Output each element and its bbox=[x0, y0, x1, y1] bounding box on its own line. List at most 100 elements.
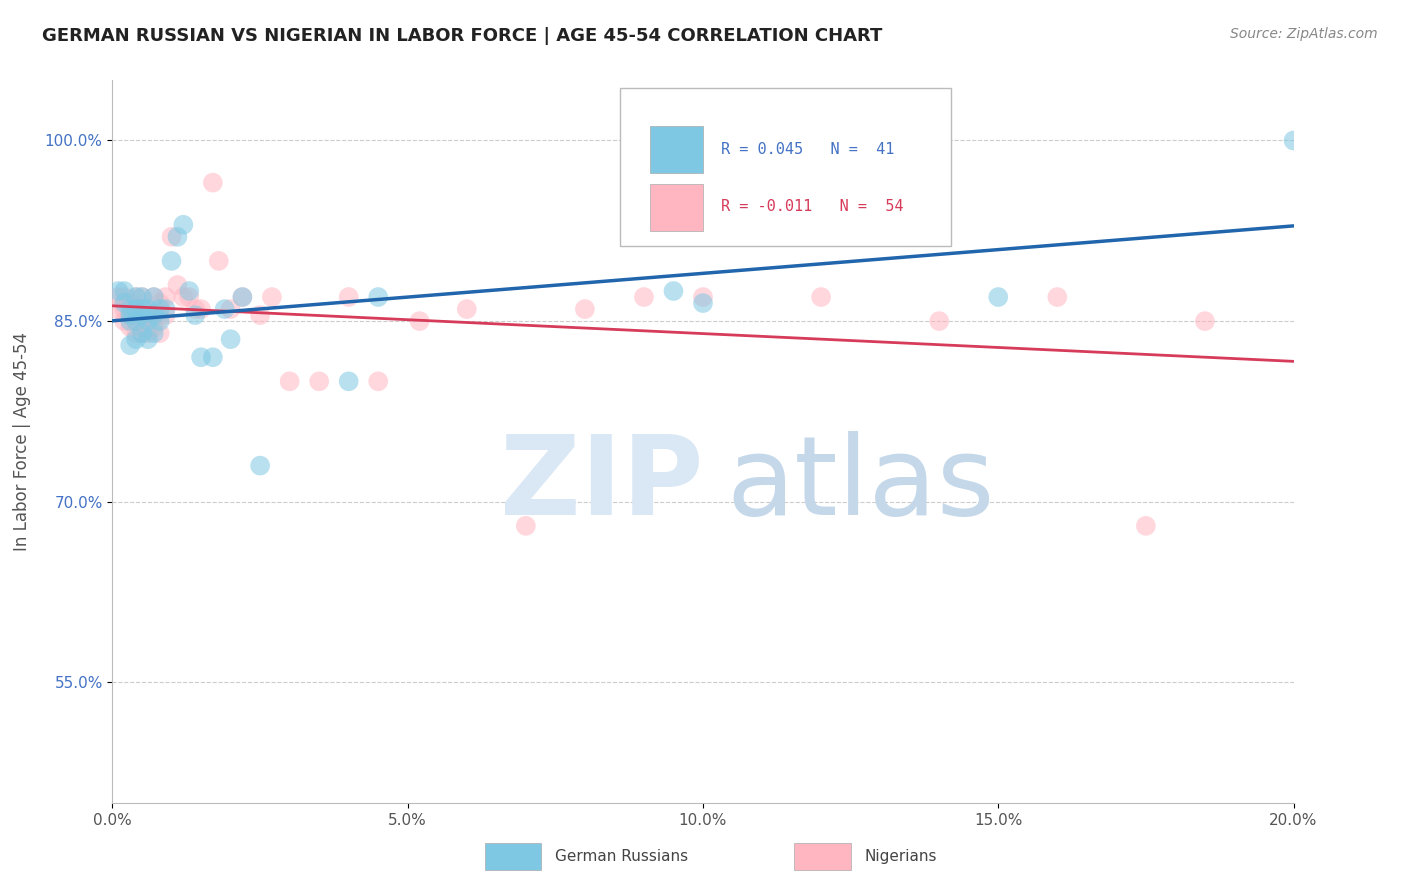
Text: Nigerians: Nigerians bbox=[865, 849, 938, 863]
Point bbox=[120, 308, 142, 322]
Point bbox=[184, 301, 207, 317]
Point bbox=[155, 301, 177, 317]
Point bbox=[131, 314, 153, 328]
Point bbox=[260, 290, 283, 304]
Point bbox=[120, 301, 142, 317]
Point bbox=[751, 206, 773, 220]
Point bbox=[155, 290, 177, 304]
Point bbox=[367, 290, 389, 304]
Point bbox=[179, 290, 201, 304]
Point bbox=[142, 320, 165, 334]
Point bbox=[166, 230, 188, 244]
Point bbox=[574, 301, 596, 317]
Point bbox=[1282, 133, 1305, 147]
Point bbox=[125, 314, 148, 328]
Point bbox=[278, 375, 301, 389]
Point bbox=[172, 218, 194, 232]
Point bbox=[131, 290, 153, 304]
Point bbox=[149, 308, 172, 322]
Point bbox=[112, 301, 135, 317]
Point bbox=[810, 290, 832, 304]
Point bbox=[131, 301, 153, 317]
Point bbox=[928, 314, 950, 328]
Point bbox=[120, 338, 142, 352]
Point bbox=[219, 332, 242, 346]
Point bbox=[120, 308, 142, 322]
Point bbox=[179, 284, 201, 298]
Point bbox=[231, 290, 253, 304]
Point bbox=[219, 301, 242, 317]
Point bbox=[112, 296, 135, 310]
Point bbox=[120, 314, 142, 328]
Point bbox=[136, 326, 159, 341]
Point bbox=[408, 314, 430, 328]
Point bbox=[190, 301, 212, 317]
Point bbox=[125, 314, 148, 328]
Point bbox=[1135, 519, 1157, 533]
Point bbox=[136, 301, 159, 317]
Point bbox=[172, 290, 194, 304]
Point bbox=[337, 290, 360, 304]
Point bbox=[249, 458, 271, 473]
Point bbox=[337, 375, 360, 389]
Point bbox=[112, 284, 135, 298]
Text: German Russians: German Russians bbox=[555, 849, 689, 863]
Point bbox=[136, 314, 159, 328]
Point bbox=[160, 254, 183, 268]
Point bbox=[149, 301, 172, 317]
Point bbox=[107, 284, 129, 298]
Point bbox=[142, 326, 165, 341]
Point bbox=[456, 301, 478, 317]
Y-axis label: In Labor Force | Age 45-54: In Labor Force | Age 45-54 bbox=[13, 332, 31, 551]
Point bbox=[136, 308, 159, 322]
Point bbox=[131, 308, 153, 322]
Bar bbox=[650, 184, 703, 231]
Point bbox=[184, 308, 207, 322]
Text: Source: ZipAtlas.com: Source: ZipAtlas.com bbox=[1230, 27, 1378, 41]
Text: ZIP: ZIP bbox=[499, 432, 703, 539]
FancyBboxPatch shape bbox=[620, 87, 950, 246]
Point bbox=[633, 290, 655, 304]
Point bbox=[142, 308, 165, 322]
Point bbox=[987, 290, 1010, 304]
Point bbox=[149, 314, 172, 328]
Point bbox=[190, 351, 212, 365]
Point bbox=[201, 351, 224, 365]
Point bbox=[120, 296, 142, 310]
Point bbox=[155, 308, 177, 322]
Point bbox=[249, 308, 271, 322]
Point bbox=[692, 290, 714, 304]
Point bbox=[1194, 314, 1216, 328]
Point bbox=[142, 290, 165, 304]
Point bbox=[131, 290, 153, 304]
Point bbox=[120, 320, 142, 334]
Point bbox=[367, 375, 389, 389]
Text: R = -0.011   N =  54: R = -0.011 N = 54 bbox=[721, 200, 903, 214]
Point bbox=[112, 290, 135, 304]
Point bbox=[201, 176, 224, 190]
Point bbox=[166, 277, 188, 292]
Point bbox=[692, 296, 714, 310]
Point bbox=[231, 290, 253, 304]
Point bbox=[112, 314, 135, 328]
Text: atlas: atlas bbox=[727, 432, 995, 539]
Point bbox=[131, 301, 153, 317]
Point bbox=[107, 301, 129, 317]
Point bbox=[125, 326, 148, 341]
Point bbox=[136, 332, 159, 346]
Point bbox=[149, 326, 172, 341]
Point bbox=[125, 301, 148, 317]
Point bbox=[662, 284, 685, 298]
Text: GERMAN RUSSIAN VS NIGERIAN IN LABOR FORCE | AGE 45-54 CORRELATION CHART: GERMAN RUSSIAN VS NIGERIAN IN LABOR FORC… bbox=[42, 27, 883, 45]
Point bbox=[149, 296, 172, 310]
Text: R = 0.045   N =  41: R = 0.045 N = 41 bbox=[721, 142, 894, 157]
Point bbox=[125, 290, 148, 304]
Point bbox=[142, 308, 165, 322]
Point bbox=[308, 375, 330, 389]
Point bbox=[515, 519, 537, 533]
Point bbox=[125, 301, 148, 317]
Bar bbox=[650, 126, 703, 173]
Point bbox=[142, 290, 165, 304]
Point bbox=[107, 290, 129, 304]
Point bbox=[208, 254, 231, 268]
